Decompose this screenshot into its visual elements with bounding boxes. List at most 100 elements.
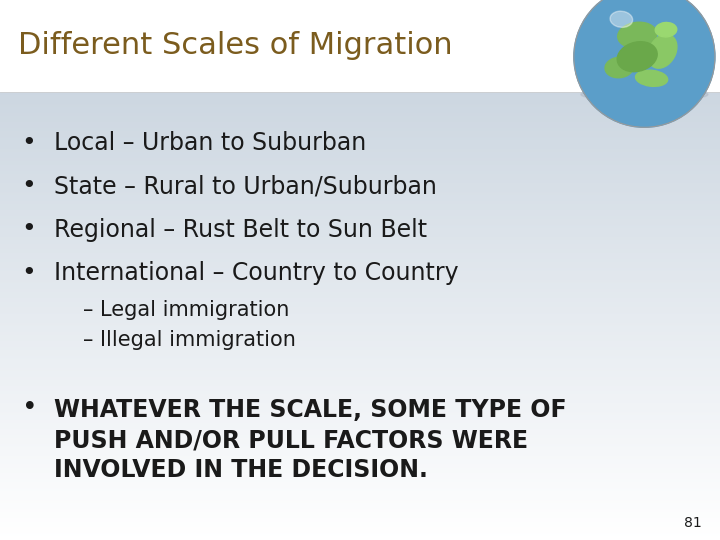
Bar	[0, 235, 720, 237]
Bar	[0, 244, 720, 246]
Bar	[0, 359, 720, 361]
Bar	[0, 341, 720, 343]
Bar	[0, 96, 720, 98]
Text: •: •	[22, 395, 37, 421]
Bar	[0, 99, 720, 101]
Bar	[0, 211, 720, 213]
Bar	[0, 383, 720, 384]
Bar	[0, 409, 720, 410]
Bar	[0, 264, 720, 265]
Bar	[0, 538, 720, 540]
Bar	[0, 113, 720, 114]
Bar	[0, 524, 720, 525]
Bar	[0, 449, 720, 450]
Bar	[0, 277, 720, 279]
Bar	[0, 325, 720, 326]
Bar	[0, 410, 720, 411]
Bar	[0, 500, 720, 501]
Bar	[0, 138, 720, 140]
Bar	[0, 402, 720, 404]
Bar	[0, 162, 720, 164]
Bar	[0, 153, 720, 154]
Bar	[0, 246, 720, 247]
Bar	[0, 280, 720, 281]
Bar	[0, 401, 720, 402]
Bar	[0, 131, 720, 132]
Bar	[0, 323, 720, 325]
Bar	[0, 286, 720, 287]
Ellipse shape	[605, 57, 634, 78]
Bar	[0, 530, 720, 531]
Bar	[0, 454, 720, 455]
Ellipse shape	[581, 87, 708, 102]
Ellipse shape	[617, 42, 657, 72]
Bar	[0, 111, 720, 113]
Bar	[0, 268, 720, 269]
Bar	[0, 534, 720, 536]
Bar	[0, 105, 720, 107]
Bar	[0, 237, 720, 238]
Bar	[0, 480, 720, 482]
Bar	[0, 422, 720, 423]
Bar	[0, 141, 720, 143]
Bar	[0, 377, 720, 379]
Bar	[0, 350, 720, 352]
Bar	[0, 192, 720, 193]
Bar	[0, 238, 720, 240]
Bar	[0, 314, 720, 316]
Bar	[0, 488, 720, 489]
Bar	[0, 423, 720, 425]
Bar	[0, 296, 720, 298]
Bar	[0, 497, 720, 498]
Bar	[0, 262, 720, 264]
Bar	[0, 170, 720, 171]
Bar	[0, 526, 720, 528]
Bar	[0, 258, 720, 259]
Bar	[0, 340, 720, 341]
Bar	[0, 232, 720, 234]
Bar	[0, 101, 720, 102]
Bar	[0, 435, 720, 437]
Bar	[0, 178, 720, 180]
Bar	[0, 216, 720, 217]
Bar	[0, 143, 720, 144]
Bar	[0, 135, 720, 137]
Bar	[0, 147, 720, 149]
Bar	[0, 470, 720, 471]
Bar	[0, 376, 720, 377]
Bar	[0, 379, 720, 380]
Bar	[0, 150, 720, 152]
Bar	[0, 269, 720, 271]
Bar	[0, 191, 720, 192]
Bar	[0, 434, 720, 435]
Bar	[0, 326, 720, 328]
Bar	[0, 199, 720, 201]
Bar	[0, 507, 720, 509]
Bar	[0, 222, 720, 223]
Bar	[0, 213, 720, 214]
Bar	[0, 307, 720, 308]
Bar	[0, 171, 720, 172]
Bar	[0, 289, 720, 291]
Bar	[0, 398, 720, 400]
Bar	[0, 355, 720, 356]
Bar	[0, 495, 720, 497]
Bar	[0, 417, 720, 419]
Bar	[0, 365, 720, 367]
Bar	[0, 370, 720, 371]
Bar	[0, 261, 720, 262]
Bar	[0, 241, 720, 242]
Bar	[0, 294, 720, 295]
Text: PUSH AND/OR PULL FACTORS WERE: PUSH AND/OR PULL FACTORS WERE	[54, 428, 528, 452]
Text: WHATEVER THE SCALE, SOME TYPE OF: WHATEVER THE SCALE, SOME TYPE OF	[54, 399, 567, 422]
Bar	[0, 347, 720, 349]
Bar	[0, 228, 720, 230]
Bar	[0, 349, 720, 350]
Bar	[0, 433, 720, 434]
Ellipse shape	[648, 35, 677, 68]
Bar	[0, 476, 720, 477]
Bar	[0, 102, 720, 104]
Bar	[0, 501, 720, 503]
Bar	[0, 120, 720, 122]
Bar	[0, 271, 720, 273]
